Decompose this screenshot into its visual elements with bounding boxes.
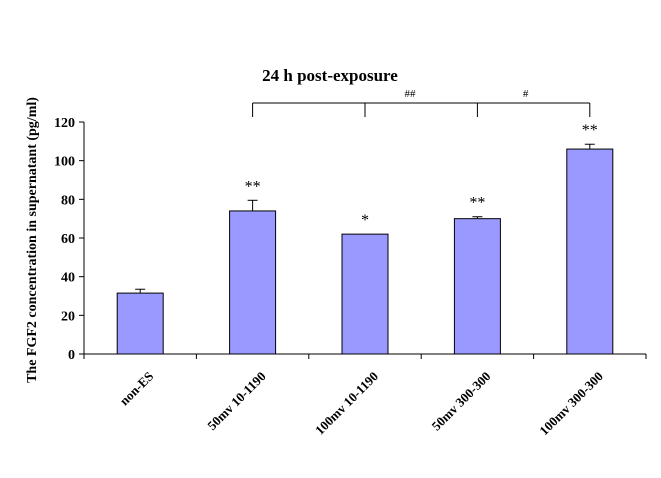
y-tick-label: 80	[61, 193, 75, 208]
y-tick-label: 0	[68, 348, 75, 363]
x-tick-label: 50mv 300-300	[429, 369, 494, 434]
significance-label: **	[469, 195, 485, 212]
bracket-label: #	[523, 88, 529, 100]
significance-label: **	[582, 122, 598, 139]
y-tick-label: 60	[61, 232, 75, 247]
bar	[566, 148, 614, 355]
bar	[229, 210, 277, 355]
comparison-brackets: ## #	[252, 88, 591, 117]
x-axis-ticks: non-ES 50mv 10-1190 100mv 10-1190 50mv 300-…	[83, 354, 647, 439]
significance-label: *	[361, 212, 369, 229]
bracket-label: ##	[405, 88, 417, 100]
bar	[453, 218, 501, 355]
bars-group: *******	[116, 122, 614, 355]
y-axis-label: The FGF2 concentration in supernatant (p…	[25, 97, 40, 383]
x-tick-label: 100mv 300-300	[536, 369, 606, 439]
y-tick-label: 20	[61, 309, 75, 324]
y-tick-label: 120	[54, 116, 75, 131]
y-axis-ticks: 0 20 40 60 80 100 120	[54, 116, 84, 363]
x-tick-label: 100mv 10-1190	[312, 369, 381, 438]
x-tick-label: 50mv 10-1190	[204, 369, 268, 433]
significance-label: **	[245, 178, 261, 195]
bar	[116, 292, 164, 355]
y-tick-label: 100	[54, 155, 75, 170]
y-tick-label: 40	[61, 271, 75, 286]
bar	[341, 233, 389, 355]
chart-title: 24 h post-exposure	[262, 66, 398, 85]
x-tick-label: non-ES	[117, 369, 157, 409]
